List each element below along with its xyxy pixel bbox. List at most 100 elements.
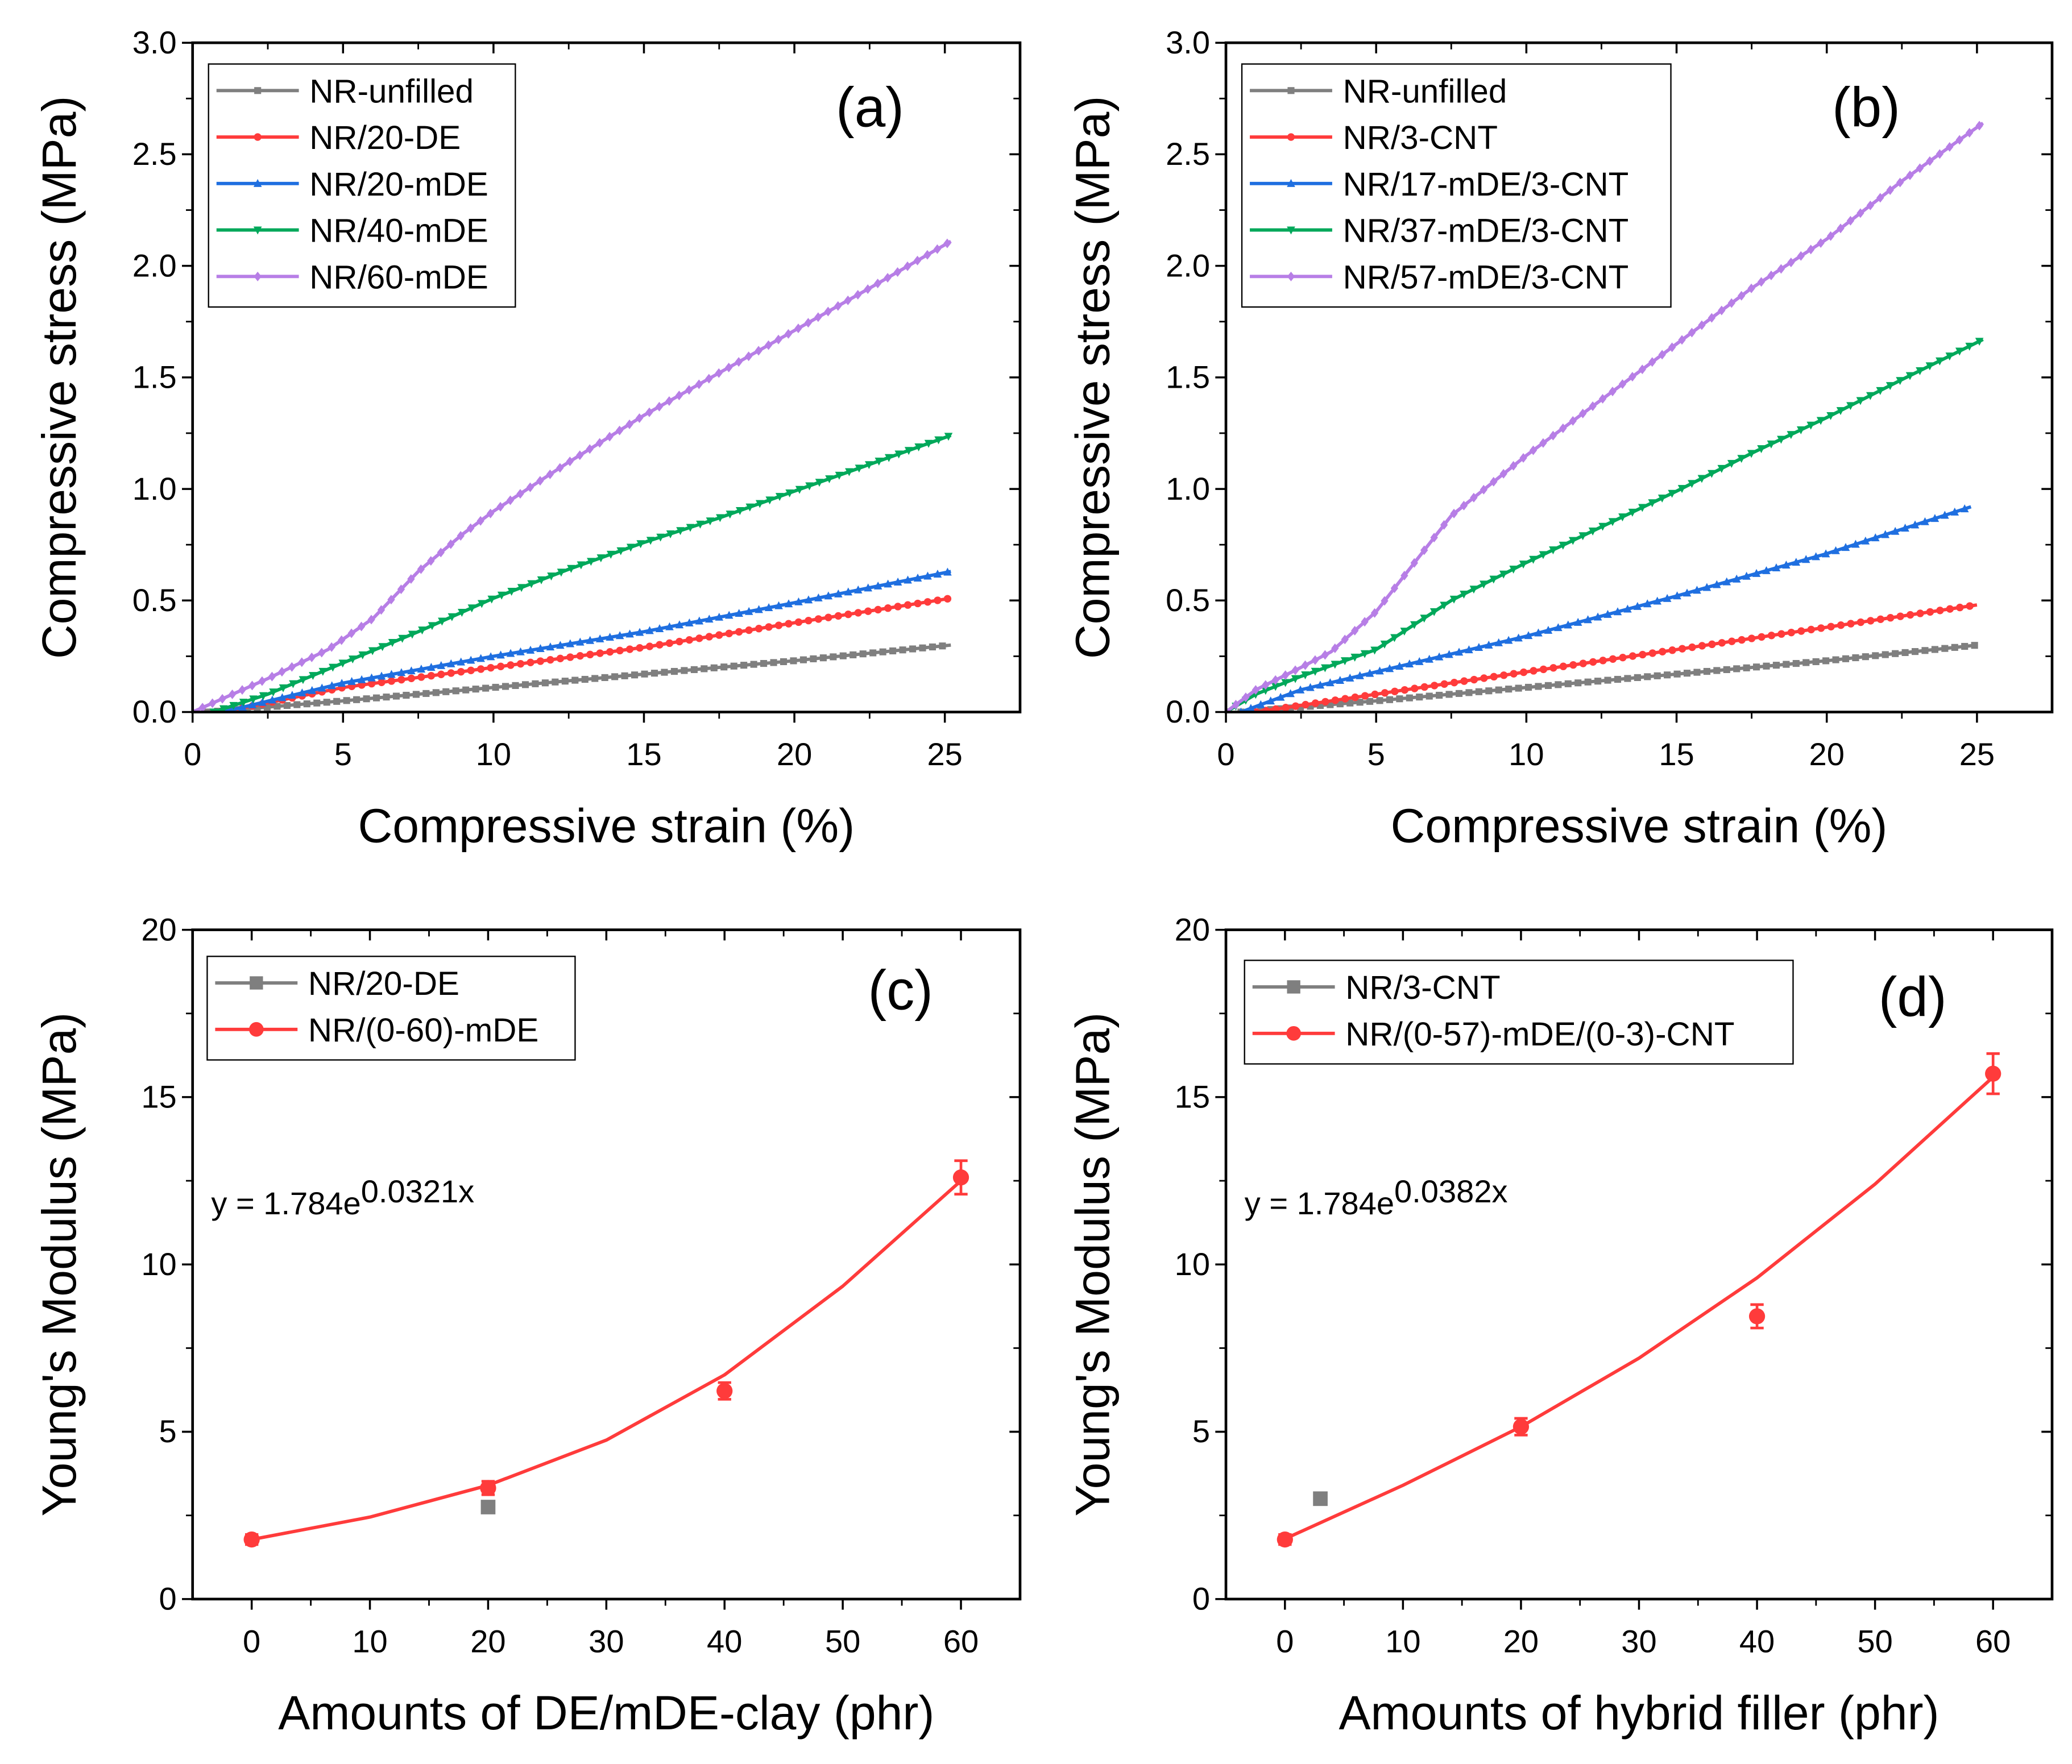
data-point <box>437 661 446 669</box>
data-point <box>1485 687 1493 695</box>
data-point <box>864 607 872 615</box>
data-point <box>452 687 459 695</box>
data-point <box>621 672 628 679</box>
data-point <box>1668 646 1676 654</box>
data-point <box>1763 662 1770 670</box>
data-point <box>705 615 714 623</box>
data-point <box>1450 679 1458 687</box>
data-point <box>1346 699 1354 707</box>
data-point <box>1841 543 1850 551</box>
data-point <box>259 692 268 700</box>
data-point <box>1519 453 1527 463</box>
data-point <box>1867 617 1875 625</box>
data-point <box>258 676 266 686</box>
data-point <box>665 396 673 406</box>
data-point <box>720 663 728 671</box>
y-tick-label: 0 <box>1192 1581 1210 1617</box>
data-point <box>506 649 515 657</box>
data-point <box>1950 507 1959 516</box>
data-point <box>1851 539 1860 548</box>
data-point <box>1951 644 1958 651</box>
x-tick-label: 20 <box>1503 1623 1539 1659</box>
data-point <box>725 362 733 372</box>
data-point <box>1272 705 1280 712</box>
data-point <box>705 633 713 641</box>
legend-box <box>1241 63 1672 308</box>
data-point <box>1961 642 1969 650</box>
data-point <box>755 625 763 633</box>
data-point <box>834 589 843 597</box>
legend-marker <box>254 271 262 281</box>
data-point <box>387 595 395 605</box>
data-point <box>834 301 842 311</box>
data-point <box>1837 621 1845 629</box>
data-point <box>1936 357 1944 366</box>
data-point <box>408 630 417 639</box>
data-point <box>1862 653 1869 661</box>
data-point <box>830 653 837 661</box>
data-point <box>497 591 506 600</box>
data-point <box>726 510 735 519</box>
data-point <box>1732 574 1741 583</box>
data-point <box>1772 563 1781 572</box>
x-tick-label: 50 <box>825 1623 860 1659</box>
data-point <box>517 584 526 592</box>
data-layer <box>243 1159 969 1548</box>
data-point <box>1311 655 1319 665</box>
data-point <box>427 556 435 566</box>
data-point <box>577 561 586 570</box>
data-point <box>1390 583 1399 593</box>
data-point <box>546 469 554 479</box>
data-point <box>1400 686 1409 694</box>
data-point <box>1753 663 1760 671</box>
equation-exponent: 0.0321x <box>361 1173 474 1209</box>
data-point <box>1271 675 1279 685</box>
legend-label: NR/20-mDE <box>309 166 488 203</box>
data-point <box>348 655 357 664</box>
data-point <box>1896 377 1904 385</box>
data-point <box>1678 335 1686 345</box>
data-point <box>353 696 360 703</box>
data-point <box>755 500 764 508</box>
data-point <box>735 357 743 367</box>
y-tick-label: 2.5 <box>132 136 177 172</box>
data-point <box>1465 689 1473 696</box>
data-point <box>745 626 753 634</box>
data-point <box>606 431 614 442</box>
data-point <box>417 673 425 681</box>
data-point <box>1559 541 1568 550</box>
data-point <box>606 550 615 559</box>
data-point <box>914 443 923 452</box>
data-point <box>1846 402 1855 410</box>
data-point <box>1416 694 1423 701</box>
data-point <box>784 329 793 339</box>
data-point <box>1301 660 1309 670</box>
data-point <box>1420 615 1429 623</box>
data-point <box>273 703 281 710</box>
data-point <box>685 636 694 644</box>
data-point <box>764 340 773 350</box>
data-point <box>1911 648 1919 655</box>
data-point <box>1445 650 1453 658</box>
data-point <box>893 267 902 277</box>
data-point <box>1351 693 1359 702</box>
data-point <box>1797 251 1805 261</box>
data-point <box>893 577 902 586</box>
data-point <box>1360 650 1369 658</box>
data-point <box>427 662 436 671</box>
data-point <box>1535 683 1542 690</box>
data-point <box>437 670 445 678</box>
data-point <box>795 485 804 494</box>
x-tick-label: 0 <box>1276 1623 1294 1659</box>
data-point <box>1474 643 1483 651</box>
data-point <box>576 450 584 460</box>
legend-marker <box>1287 271 1295 281</box>
data-point <box>676 527 685 536</box>
data-point <box>1871 533 1880 542</box>
data-point <box>1663 593 1672 602</box>
x-tick-label: 5 <box>334 736 352 772</box>
data-point <box>368 647 377 655</box>
data-point <box>1286 689 1295 698</box>
data-point <box>566 456 574 467</box>
data-point <box>318 667 328 676</box>
